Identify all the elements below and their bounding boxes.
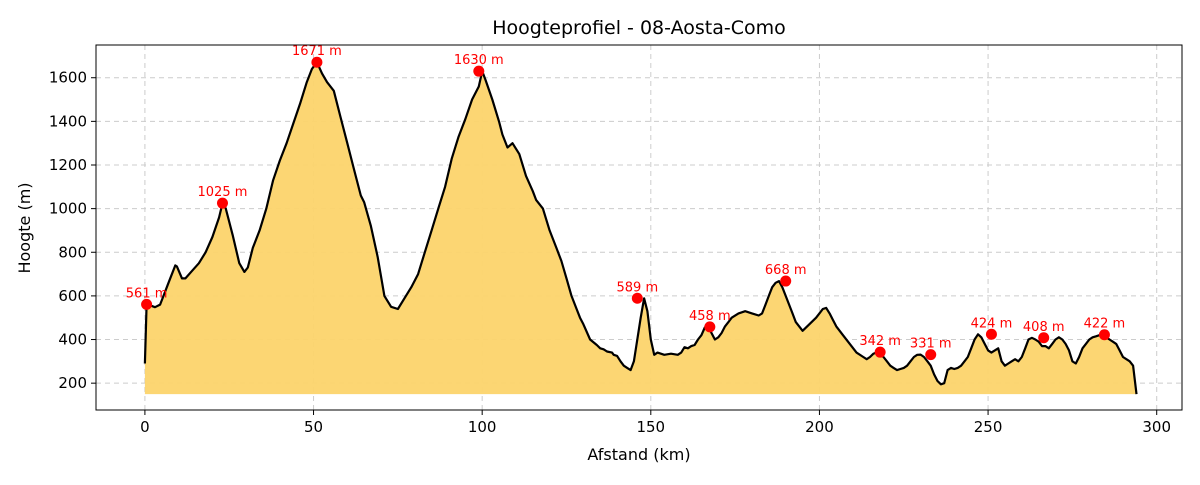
y-tick-label: 1400 [49,112,87,130]
elevation-area [143,61,1138,395]
peak-marker [631,292,643,304]
x-tick-label: 250 [974,418,1003,436]
peak-marker [1038,332,1050,344]
x-tick-label: 200 [805,418,834,436]
peak-label: 1630 m [454,53,504,68]
y-tick-label: 1000 [49,200,87,218]
peak-marker [141,298,153,310]
x-tick-label: 100 [468,418,497,436]
elevation-line [143,61,1138,395]
axis-ticks: 0 50 100 150 200 250 300 200 400 600 800 1000 1200 14… [49,69,1171,436]
y-tick-label: 1600 [49,69,87,87]
x-tick-label: 300 [1142,418,1171,436]
peak-marker [985,328,997,340]
y-tick-label: 400 [58,331,87,349]
peak-marker [1098,329,1110,341]
chart-title: Hoogteprofiel - 08-Aosta-Como [492,17,785,39]
plot-frame [95,44,1183,411]
y-tick-label: 200 [58,374,87,392]
peak-marker [874,346,886,358]
peak-label: 1671 m [292,44,342,59]
peak-label: 458 m [689,309,731,324]
x-tick-label: 150 [636,418,665,436]
peak-marker [925,349,937,361]
peak-label: 331 m [910,337,952,352]
peak-marker [704,321,716,333]
peak-label: 342 m [859,334,901,349]
peak-label: 589 m [617,280,659,295]
peak-label: 1025 m [198,185,248,200]
x-tick-label: 50 [304,418,323,436]
peak-label: 408 m [1023,320,1065,335]
elevation-fill [144,62,1137,395]
x-axis-title: Afstand (km) [587,445,690,464]
peak-markers: 561 m 1025 m 1671 m 1630 m 589 m 458 m 668 m 34… [126,44,1126,361]
peak-label: 668 m [765,263,807,278]
peak-label: 422 m [1084,317,1126,332]
peak-marker [216,197,228,209]
y-tick-label: 1200 [49,156,87,174]
peak-marker [780,275,792,287]
peak-marker [473,65,485,77]
peak-label: 561 m [126,286,168,301]
y-tick-label: 600 [58,287,87,305]
x-tick-label: 0 [140,418,150,436]
peak-marker [311,56,323,68]
peak-label: 424 m [971,316,1013,331]
y-axis-title: Hoogte (m) [15,182,34,273]
y-tick-label: 800 [58,243,87,261]
